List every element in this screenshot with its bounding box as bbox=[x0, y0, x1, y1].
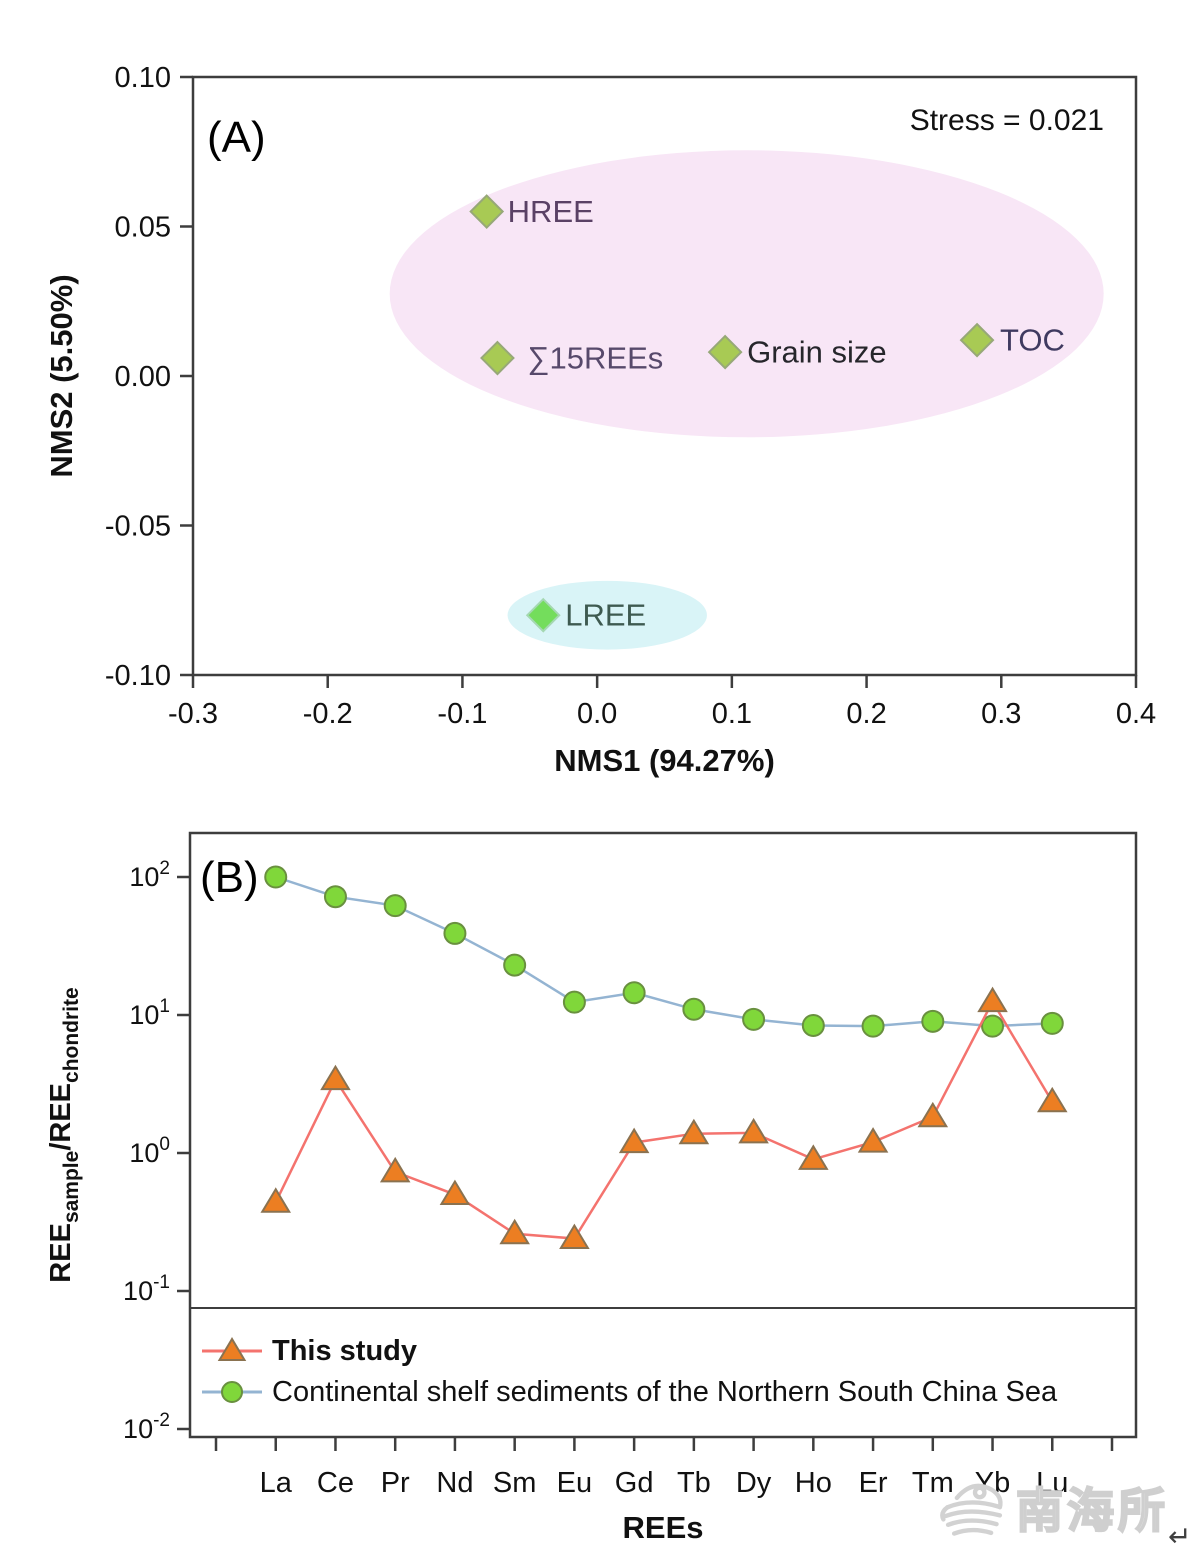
x-category-label: La bbox=[260, 1467, 293, 1499]
panel-b-label: (B) bbox=[200, 853, 259, 902]
triangle-marker bbox=[977, 986, 1008, 1013]
point-label: HREE bbox=[508, 194, 594, 229]
x-tick-label: 0.1 bbox=[712, 698, 752, 730]
circle-marker bbox=[323, 885, 347, 909]
circle-marker bbox=[801, 1013, 825, 1037]
circle-marker bbox=[981, 1014, 1005, 1038]
panel-a-label: (A) bbox=[207, 113, 266, 162]
y-tick-label: 10-1 bbox=[123, 1272, 170, 1306]
diamond-marker bbox=[469, 194, 505, 229]
stress-annotation: Stress = 0.021 bbox=[910, 104, 1104, 137]
legend-entry-label: This study bbox=[272, 1335, 417, 1367]
circle-marker bbox=[383, 894, 407, 918]
circle-marker bbox=[742, 1007, 766, 1031]
x-category-label: Yb bbox=[975, 1467, 1010, 1499]
x-category-label: Ho bbox=[795, 1467, 832, 1499]
circle-marker bbox=[562, 990, 586, 1014]
diamond-marker bbox=[707, 334, 743, 370]
triangle-marker bbox=[439, 1179, 471, 1206]
legend-entry-label: Continental shelf sediments of the North… bbox=[272, 1376, 1058, 1408]
x-category-label: Ce bbox=[317, 1467, 354, 1499]
diamond-marker bbox=[959, 322, 995, 358]
x-axis-title: NMS1 (94.27%) bbox=[554, 743, 775, 778]
triangle-marker bbox=[738, 1117, 769, 1144]
x-category-label: Nd bbox=[436, 1467, 473, 1499]
plot-frame-b bbox=[188, 831, 1138, 1439]
x-category-label: Eu bbox=[557, 1467, 592, 1499]
y-tick-label: 100 bbox=[129, 1134, 170, 1168]
circle-marker bbox=[443, 921, 467, 945]
y-tick-label: 0.00 bbox=[115, 361, 171, 393]
pink-group-ellipse bbox=[389, 150, 1104, 438]
triangle-marker bbox=[917, 1101, 949, 1128]
circle-marker bbox=[1040, 1011, 1064, 1035]
cyan-group-ellipse bbox=[507, 580, 707, 650]
x-category-label: Pr bbox=[381, 1467, 410, 1499]
y-tick-label: 10-2 bbox=[123, 1410, 170, 1444]
y-tick-label: 101 bbox=[129, 996, 170, 1030]
x-category-label: Tb bbox=[677, 1467, 711, 1499]
triangle-marker bbox=[678, 1118, 710, 1145]
return-arrow-mark: ↵ bbox=[1168, 1521, 1192, 1552]
point-label: Grain size bbox=[747, 335, 887, 370]
triangle-marker bbox=[559, 1223, 590, 1250]
circle-marker bbox=[921, 1009, 945, 1033]
y-tick-label: -0.10 bbox=[105, 660, 171, 692]
x-category-label: Lu bbox=[1036, 1467, 1068, 1499]
point-label: TOC bbox=[1000, 323, 1065, 358]
x-category-label: Gd bbox=[615, 1467, 654, 1499]
triangle-marker bbox=[798, 1144, 829, 1170]
x-axis-title: REEs bbox=[623, 1510, 704, 1545]
triangle-marker bbox=[857, 1127, 889, 1153]
point-label: ∑15REEs bbox=[527, 341, 663, 376]
triangle-marker bbox=[260, 1187, 291, 1213]
y-axis-title: NMS2 (5.50%) bbox=[44, 274, 79, 477]
triangle-marker bbox=[499, 1218, 530, 1245]
y-tick-label: -0.05 bbox=[105, 511, 171, 543]
x-tick-label: 0.2 bbox=[846, 698, 886, 730]
circle-marker bbox=[682, 997, 706, 1021]
triangle-marker bbox=[618, 1127, 650, 1154]
diamond-marker bbox=[525, 597, 561, 633]
x-tick-label: -0.3 bbox=[168, 698, 218, 730]
x-tick-label: 0.0 bbox=[577, 698, 617, 730]
circle-marker bbox=[861, 1014, 885, 1038]
x-category-label: Sm bbox=[493, 1467, 537, 1499]
x-tick-label: -0.2 bbox=[303, 698, 353, 730]
legend-circle-marker bbox=[221, 1381, 243, 1403]
x-category-label: Tm bbox=[912, 1467, 954, 1499]
circle-marker bbox=[503, 953, 527, 977]
y-axis-title: REEsample/REEchondrite bbox=[45, 987, 83, 1282]
x-category-label: Er bbox=[859, 1467, 888, 1499]
x-category-label: Dy bbox=[736, 1467, 772, 1499]
triangle-marker bbox=[320, 1064, 351, 1091]
x-tick-label: 0.4 bbox=[1116, 698, 1156, 730]
diamond-marker bbox=[480, 340, 515, 376]
triangle-marker bbox=[379, 1156, 411, 1183]
y-tick-label: 0.10 bbox=[115, 62, 171, 94]
x-tick-label: -0.1 bbox=[437, 698, 487, 730]
y-tick-label: 0.05 bbox=[115, 212, 171, 244]
circle-marker bbox=[264, 865, 288, 889]
circle-marker bbox=[622, 981, 646, 1005]
x-tick-label: 0.3 bbox=[981, 698, 1021, 730]
point-label: LREE bbox=[565, 598, 646, 633]
legend-triangle-marker bbox=[217, 1337, 247, 1361]
triangle-marker bbox=[1037, 1086, 1068, 1113]
y-tick-label: 102 bbox=[129, 858, 170, 892]
